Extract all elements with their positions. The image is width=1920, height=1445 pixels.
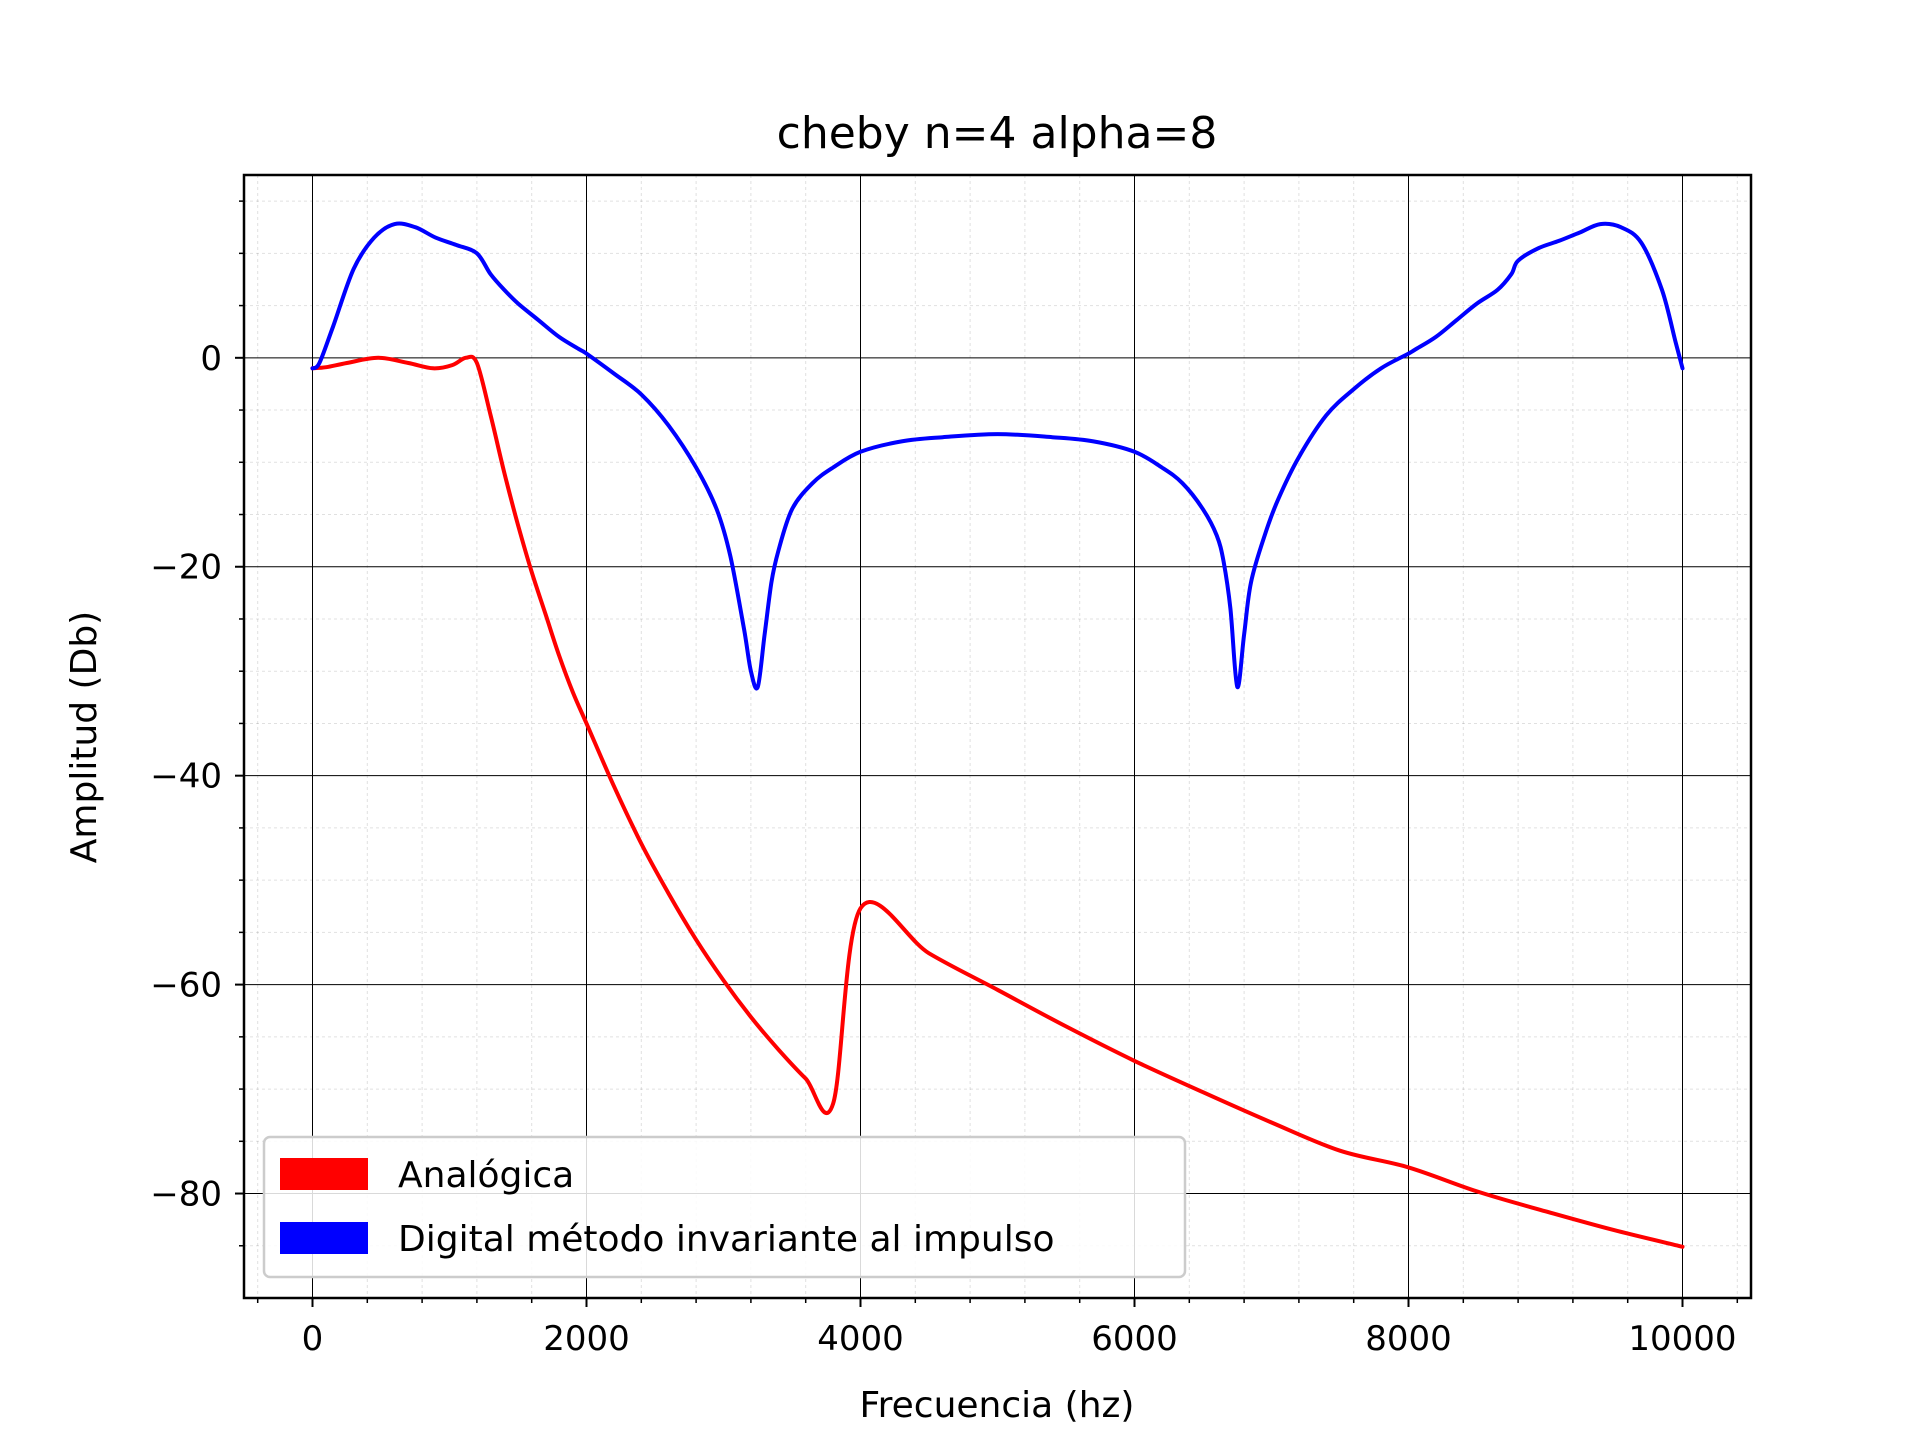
plot-frame	[242, 173, 1753, 1300]
minor-grid	[244, 175, 1751, 1298]
x-tick-label: 4000	[817, 1319, 904, 1359]
legend-label-analogica: Analógica	[398, 1155, 574, 1196]
series-line-analogica	[310, 354, 1685, 1249]
x-tick-label: 2000	[543, 1319, 630, 1359]
x-tick-label: 10000	[1628, 1319, 1736, 1359]
y-axis-label: Amplitud (Db)	[64, 611, 105, 863]
legend-box	[262, 1135, 1187, 1279]
y-tick-label: −20	[150, 548, 222, 588]
series-layer	[310, 221, 1685, 1249]
x-tick-label: 8000	[1365, 1319, 1452, 1359]
y-tick-label: −60	[150, 966, 222, 1006]
y-tick-label: −80	[150, 1175, 222, 1215]
chart-title: cheby n=4 alpha=8	[777, 108, 1218, 159]
legend-swatch-analogica	[280, 1158, 368, 1190]
x-axis-label: Frecuencia (hz)	[860, 1385, 1135, 1426]
series-line-digital	[310, 221, 1685, 691]
x-tick-label: 0	[302, 1319, 324, 1359]
x-tick-label: 6000	[1091, 1319, 1178, 1359]
legend-swatch-digital	[280, 1222, 368, 1254]
ticks: 0 2000 4000 6000 8000 10000 0 −20 −40 −60 −80	[150, 200, 1739, 1359]
y-tick-label: −40	[150, 757, 222, 797]
y-tick-label: 0	[200, 339, 222, 379]
legend-label-digital: Digital método invariante al impulso	[398, 1219, 1054, 1260]
legend: Analógica Digital método invariante al i…	[262, 1135, 1187, 1279]
